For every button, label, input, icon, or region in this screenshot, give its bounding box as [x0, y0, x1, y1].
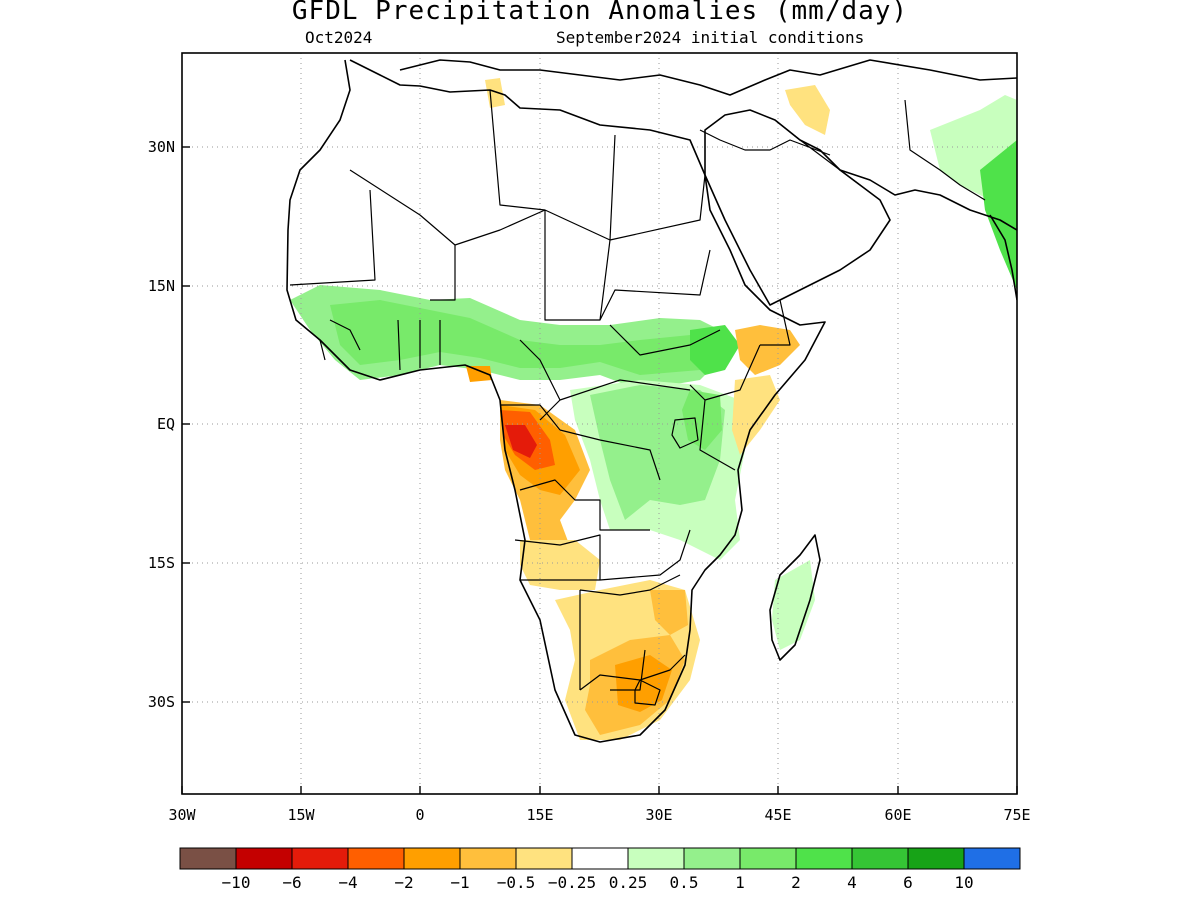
colorbar-swatch: [739, 847, 797, 870]
colorbar-swatch: [459, 847, 517, 870]
colorbar-swatch: [795, 847, 853, 870]
map-title: GFDL Precipitation Anomalies (mm/day): [291, 0, 909, 26]
europe-coastline: [399, 59, 1017, 96]
anomaly-shading: [290, 78, 1017, 740]
x-tick-label: 15E: [526, 806, 553, 824]
x-tick-label: 60E: [884, 806, 911, 824]
colorbar-swatch: [627, 847, 685, 870]
colorbar-swatch: [851, 847, 909, 870]
anomaly-nigeria-orange: [466, 366, 492, 382]
madagascar-coastline: [769, 534, 821, 661]
colorbar-label: −0.5: [497, 873, 536, 892]
colorbar-swatch: [179, 847, 237, 870]
africa-coastline: [286, 59, 826, 743]
coastlines: [286, 59, 1017, 743]
colorbar-label: 1: [735, 873, 745, 892]
anomaly-kenya: [732, 375, 780, 455]
colorbar-label: 10: [954, 873, 973, 892]
init-conditions-label: September2024 initial conditions: [556, 28, 865, 47]
lake-victoria: [671, 417, 699, 449]
colorbar-label: 0.5: [670, 873, 699, 892]
colorbar-label: 6: [903, 873, 913, 892]
colorbar-swatch: [403, 847, 461, 870]
colorbar-swatch: [291, 847, 349, 870]
y-tick-label: 30N: [148, 138, 175, 156]
colorbar: −10 −6 −4 −2 −1 −0.5 −0.25 0.25 0.5 1 2 4 6 10: [179, 847, 1021, 892]
x-tick-label: 30W: [168, 806, 196, 824]
anomaly-angola: [520, 540, 600, 590]
gridlines: [182, 53, 1017, 794]
india-coastline: [989, 214, 1017, 301]
valid-month-label: Oct2024: [305, 28, 373, 47]
colorbar-swatch: [907, 847, 965, 870]
anomaly-horn: [735, 325, 800, 375]
colorbar-swatch: [571, 847, 629, 870]
y-tick-labels: 30N 15N EQ 15S 30S: [148, 138, 175, 711]
colorbar-label: −1: [450, 873, 469, 892]
anomaly-lakes-green: [682, 390, 722, 450]
x-tick-labels: 30W 15W 0 15E 30E 45E 60E 75E: [168, 806, 1030, 824]
colorbar-swatch: [683, 847, 741, 870]
colorbar-label: −6: [282, 873, 301, 892]
colorbar-swatch: [515, 847, 573, 870]
y-tick-label: 15S: [148, 554, 175, 572]
y-tick-label: 15N: [148, 277, 175, 295]
y-tick-label: EQ: [157, 415, 175, 433]
x-tick-label: 75E: [1003, 806, 1030, 824]
anomaly-sahel-strong: [330, 300, 715, 375]
colorbar-label: 4: [847, 873, 857, 892]
anomaly-congo-deep: [505, 425, 537, 458]
colorbar-label: −0.25: [548, 873, 596, 892]
anomaly-madagascar: [772, 560, 815, 650]
colorbar-label: −4: [338, 873, 357, 892]
x-tick-label: 30E: [645, 806, 672, 824]
country-borders: [289, 89, 986, 706]
colorbar-label: 0.25: [609, 873, 648, 892]
anomaly-east-strong: [690, 325, 740, 375]
colorbar-swatch: [235, 847, 293, 870]
tick-marks: [181, 146, 1018, 794]
colorbar-swatch: [963, 847, 1021, 870]
anomaly-med-yellow: [485, 78, 505, 108]
arabia-coastline: [704, 109, 891, 306]
x-tick-label: 0: [415, 806, 424, 824]
x-tick-label: 15W: [287, 806, 315, 824]
persian-gulf-coast: [839, 169, 1017, 231]
x-tick-label: 45E: [764, 806, 791, 824]
y-tick-label: 30S: [148, 693, 175, 711]
colorbar-label: −10: [222, 873, 251, 892]
colorbar-label: 2: [791, 873, 801, 892]
anomaly-arabia-yellow: [785, 85, 830, 135]
colorbar-swatch: [347, 847, 405, 870]
colorbar-label: −2: [394, 873, 413, 892]
